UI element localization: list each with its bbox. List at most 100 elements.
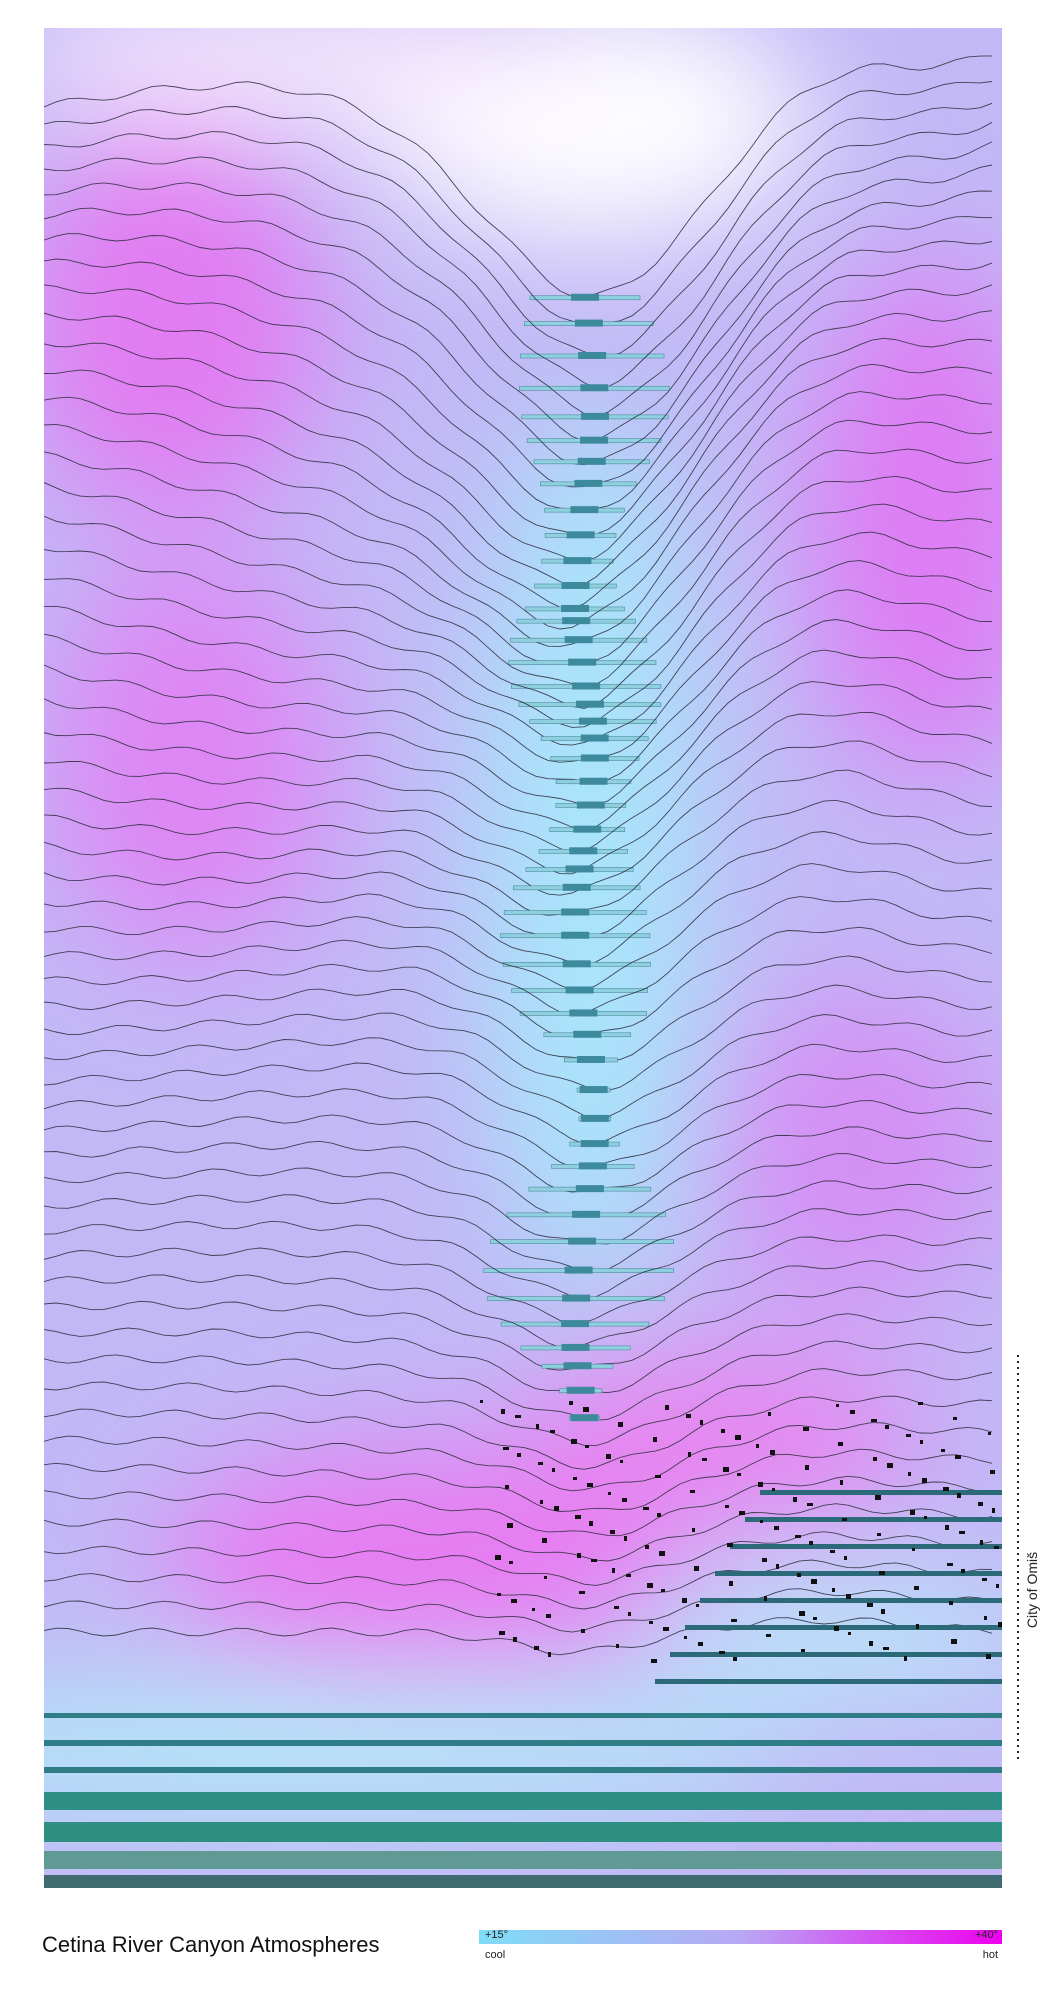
contour-line (44, 1180, 993, 1273)
contour-line (44, 1475, 992, 1537)
contour-line (44, 1234, 993, 1325)
building (624, 1536, 627, 1541)
bridge-pier (562, 960, 591, 968)
building (647, 1583, 653, 1588)
building (694, 1566, 699, 1571)
building (735, 1435, 741, 1440)
building (698, 1642, 703, 1646)
building (998, 1622, 1002, 1627)
contour-line (44, 831, 993, 965)
building (922, 1478, 927, 1483)
building (941, 1449, 945, 1452)
building (885, 1425, 889, 1429)
building (809, 1541, 813, 1545)
building (764, 1596, 767, 1601)
building (774, 1526, 779, 1530)
building (620, 1460, 623, 1463)
building (534, 1646, 539, 1650)
building (606, 1454, 611, 1459)
building (873, 1457, 877, 1461)
building (772, 1488, 775, 1491)
contour-line (44, 164, 993, 442)
building (803, 1427, 809, 1431)
building (544, 1576, 547, 1579)
building (776, 1564, 779, 1569)
building (768, 1412, 771, 1416)
building (840, 1480, 843, 1485)
building (842, 1518, 847, 1521)
building (501, 1409, 505, 1414)
contour-line (44, 190, 993, 466)
building (986, 1654, 991, 1659)
building (499, 1631, 505, 1635)
contour-line (44, 102, 993, 357)
building (924, 1516, 927, 1519)
building (947, 1563, 953, 1566)
bridge-pier (578, 1162, 607, 1170)
building (801, 1649, 805, 1652)
bridge-pier (580, 384, 609, 392)
contour-line (44, 619, 993, 806)
building (770, 1450, 775, 1455)
contour-line (44, 863, 993, 991)
building (830, 1550, 835, 1553)
building (663, 1627, 669, 1631)
legend-low: +15° (485, 1929, 508, 1941)
building (540, 1500, 543, 1504)
building (579, 1591, 585, 1594)
channel (745, 1517, 1002, 1522)
building (589, 1521, 593, 1526)
contour-line (44, 81, 993, 325)
bridge-pier (561, 1320, 590, 1328)
water (44, 1400, 1002, 1888)
bridge-pier (561, 931, 590, 939)
building (542, 1538, 547, 1543)
bridge-pier (580, 412, 609, 420)
water-band (44, 1713, 1002, 1718)
contour-line (44, 284, 993, 562)
water-band (44, 1792, 1002, 1810)
building (904, 1656, 907, 1661)
bridge-pier (569, 847, 598, 855)
building (538, 1462, 543, 1465)
building (793, 1497, 797, 1502)
bridge-pier (573, 825, 602, 833)
building (692, 1528, 695, 1532)
building (513, 1637, 517, 1642)
contour-line (44, 1617, 993, 1656)
building (495, 1555, 501, 1560)
building (659, 1551, 665, 1556)
bridge-pier (565, 865, 594, 873)
contour-line (44, 1153, 993, 1245)
building (758, 1482, 763, 1487)
contour-line (44, 560, 993, 763)
channel (715, 1571, 1002, 1576)
building (690, 1490, 695, 1493)
bridge-pier (562, 883, 591, 891)
legend-low-label: cool (485, 1949, 505, 1961)
building (682, 1598, 687, 1603)
building (614, 1606, 619, 1609)
channel (700, 1598, 1002, 1603)
building (908, 1472, 911, 1476)
building (766, 1634, 771, 1637)
building (653, 1437, 657, 1442)
contour-line (44, 531, 993, 746)
channel (655, 1679, 1002, 1684)
building (507, 1523, 513, 1528)
bridge-pier (568, 658, 597, 666)
building (920, 1440, 923, 1444)
contour-line (44, 799, 993, 937)
contour-line (44, 1588, 993, 1633)
bridge-pier (578, 717, 607, 725)
contour-line (44, 1043, 993, 1145)
building (509, 1561, 513, 1564)
bridge-pier (563, 1362, 592, 1370)
bridge-pier (561, 908, 590, 916)
building (955, 1455, 961, 1459)
building (700, 1420, 703, 1425)
building (813, 1617, 817, 1620)
contour-line (44, 1395, 993, 1470)
contour-line (44, 740, 993, 896)
building (616, 1644, 619, 1648)
